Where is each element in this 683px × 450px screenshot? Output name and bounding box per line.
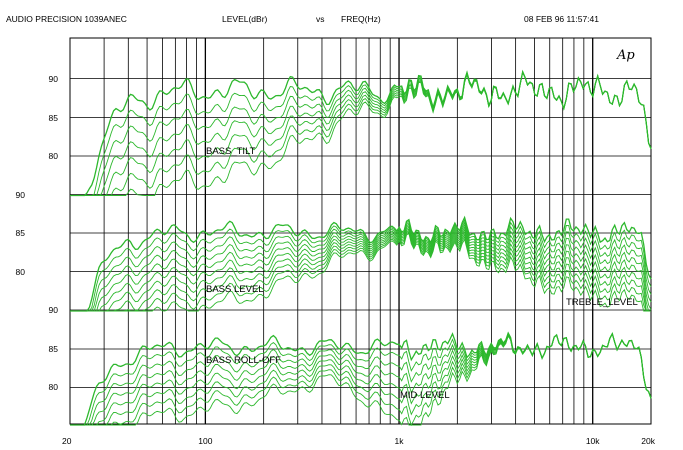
response-curve: [70, 220, 651, 311]
y-tick-label: 85: [16, 228, 26, 238]
y-tick-label: 90: [49, 74, 59, 84]
x-tick-label: 20k: [641, 436, 655, 446]
x-tick-label: 10k: [586, 436, 600, 446]
x-tick-label: 20: [62, 436, 72, 446]
annotation-label: MID LEVEL: [400, 390, 450, 401]
response-curve: [70, 72, 651, 196]
y-tick-label: 80: [16, 267, 26, 277]
annotation-label: BASS ROLL-OFF: [206, 355, 281, 366]
y-tick-label: 90: [49, 305, 59, 315]
y-tick-label: 90: [16, 190, 26, 200]
header-axis: FREQ(Hz): [341, 14, 381, 24]
chart-tick-labels: 90 85 80 90 85 80 90 85 80 20 100 1k 10k 20k: [16, 74, 656, 446]
y-tick-label: 80: [49, 151, 59, 161]
header-date: 08 FEB 96 11:57:41: [524, 14, 599, 24]
ap-logo: Ap: [616, 48, 635, 63]
x-tick-label: 100: [198, 436, 212, 446]
response-curve: [70, 334, 651, 425]
y-tick-label: 80: [49, 382, 59, 392]
y-tick-label: 85: [49, 113, 59, 123]
header-measure: LEVEL(dBr): [222, 14, 268, 24]
chart-curves: [70, 72, 651, 425]
header-brand: AUDIO PRECISION 1039ANEC: [6, 14, 127, 24]
x-tick-label: 1k: [395, 436, 405, 446]
response-curve: [70, 72, 651, 195]
annotation-label: TREBLE_LEVEL: [566, 297, 638, 308]
annotation-label: BASS_TILT: [206, 146, 256, 157]
header-vs: vs: [316, 14, 325, 24]
y-tick-label: 85: [49, 344, 59, 354]
annotation-label: BASS LEVEL: [206, 284, 264, 295]
